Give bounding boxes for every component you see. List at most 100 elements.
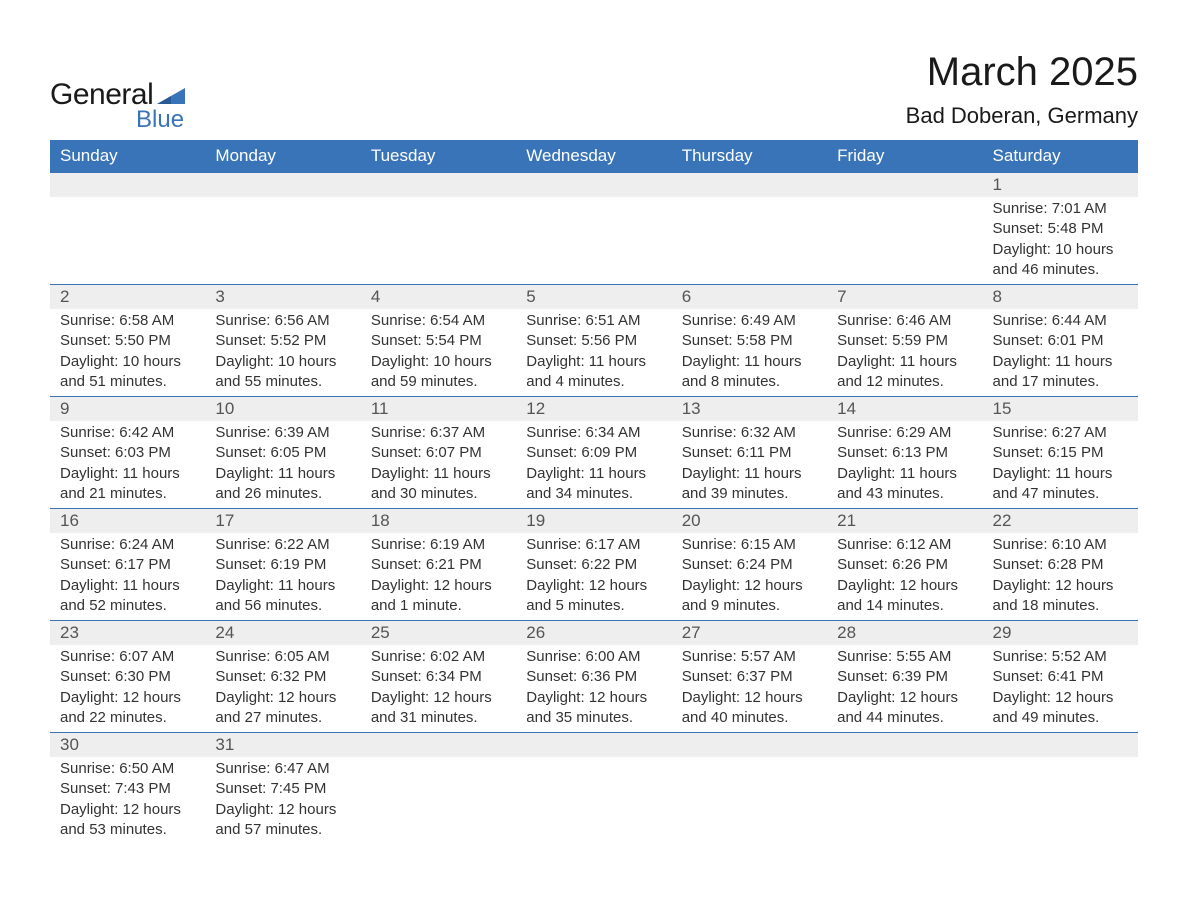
sunrise-value: 6:22 AM [275, 536, 330, 553]
daylight-line: Daylight: 12 hours and 35 minutes. [526, 688, 661, 729]
sunrise-value: 6:56 AM [275, 312, 330, 329]
sunset-label: Sunset: [371, 556, 426, 573]
sunset-line: Sunset: 6:19 PM [215, 555, 350, 575]
day-data-cell [361, 197, 516, 285]
sunset-value: 6:26 PM [892, 556, 948, 573]
sunrise-label: Sunrise: [215, 536, 274, 553]
sunrise-label: Sunrise: [371, 312, 430, 329]
sunrise-label: Sunrise: [526, 312, 585, 329]
day-data-cell: Sunrise: 6:37 AMSunset: 6:07 PMDaylight:… [361, 421, 516, 509]
day-number: 4 [361, 285, 516, 309]
daylight-line: Daylight: 11 hours and 8 minutes. [682, 352, 817, 393]
sunset-value: 6:41 PM [1048, 668, 1104, 685]
calendar-data-row: Sunrise: 6:50 AMSunset: 7:43 PMDaylight:… [50, 757, 1138, 844]
daylight-label: Daylight: [993, 577, 1056, 594]
weekday-header: Sunday [50, 140, 205, 173]
day-data-cell: Sunrise: 6:10 AMSunset: 6:28 PMDaylight:… [983, 533, 1138, 621]
sunrise-value: 6:47 AM [275, 760, 330, 777]
sunset-value: 7:45 PM [270, 780, 326, 797]
day-number-cell: 14 [827, 397, 982, 422]
sunset-value: 6:32 PM [270, 668, 326, 685]
daylight-line: Daylight: 11 hours and 56 minutes. [215, 576, 350, 617]
sunset-value: 6:01 PM [1048, 332, 1104, 349]
sunset-label: Sunset: [993, 444, 1048, 461]
brand-logo: General Blue [50, 50, 185, 134]
daylight-label: Daylight: [993, 241, 1056, 258]
sunrise-value: 6:10 AM [1052, 536, 1107, 553]
day-number-cell: 18 [361, 509, 516, 534]
daylight-line: Daylight: 12 hours and 27 minutes. [215, 688, 350, 729]
day-number: 11 [361, 397, 516, 421]
day-number-cell: 8 [983, 285, 1138, 310]
daylight-label: Daylight: [215, 801, 278, 818]
sunrise-value: 5:57 AM [741, 648, 796, 665]
sunset-label: Sunset: [526, 444, 581, 461]
day-number-cell: 9 [50, 397, 205, 422]
calendar-data-row: Sunrise: 6:58 AMSunset: 5:50 PMDaylight:… [50, 309, 1138, 397]
day-number: 3 [205, 285, 360, 309]
sunset-value: 7:43 PM [115, 780, 171, 797]
sunset-label: Sunset: [837, 556, 892, 573]
day-number: 30 [50, 733, 205, 757]
sunset-label: Sunset: [993, 220, 1048, 237]
daylight-label: Daylight: [682, 353, 745, 370]
day-number-cell: 3 [205, 285, 360, 310]
day-number: 19 [516, 509, 671, 533]
sunset-value: 5:58 PM [737, 332, 793, 349]
day-data-cell: Sunrise: 6:50 AMSunset: 7:43 PMDaylight:… [50, 757, 205, 844]
page-title: March 2025 [906, 50, 1138, 95]
sunrise-label: Sunrise: [371, 424, 430, 441]
daylight-label: Daylight: [60, 689, 123, 706]
day-data-cell: Sunrise: 6:24 AMSunset: 6:17 PMDaylight:… [50, 533, 205, 621]
day-number-cell: 5 [516, 285, 671, 310]
day-data-cell: Sunrise: 6:15 AMSunset: 6:24 PMDaylight:… [672, 533, 827, 621]
sunrise-line: Sunrise: 6:15 AM [682, 535, 817, 555]
day-number: 7 [827, 285, 982, 309]
sunset-line: Sunset: 6:28 PM [993, 555, 1128, 575]
day-data-cell: Sunrise: 6:39 AMSunset: 6:05 PMDaylight:… [205, 421, 360, 509]
sunset-label: Sunset: [682, 556, 737, 573]
day-data-cell: Sunrise: 6:54 AMSunset: 5:54 PMDaylight:… [361, 309, 516, 397]
calendar-daynum-row: 16171819202122 [50, 509, 1138, 534]
sunrise-value: 6:15 AM [741, 536, 796, 553]
title-block: March 2025 Bad Doberan, Germany [906, 50, 1138, 129]
sunrise-label: Sunrise: [60, 760, 119, 777]
day-data-cell: Sunrise: 6:51 AMSunset: 5:56 PMDaylight:… [516, 309, 671, 397]
daylight-line: Daylight: 11 hours and 43 minutes. [837, 464, 972, 505]
day-number-cell: 24 [205, 621, 360, 646]
weekday-header: Friday [827, 140, 982, 173]
daylight-label: Daylight: [837, 577, 900, 594]
sunrise-value: 5:52 AM [1052, 648, 1107, 665]
sunrise-label: Sunrise: [993, 200, 1052, 217]
sunset-label: Sunset: [215, 780, 270, 797]
sunrise-value: 6:32 AM [741, 424, 796, 441]
day-data-cell: Sunrise: 6:12 AMSunset: 6:26 PMDaylight:… [827, 533, 982, 621]
daylight-line: Daylight: 11 hours and 26 minutes. [215, 464, 350, 505]
sunrise-line: Sunrise: 6:42 AM [60, 423, 195, 443]
sunrise-value: 6:12 AM [896, 536, 951, 553]
sunset-value: 6:22 PM [581, 556, 637, 573]
sunset-label: Sunset: [526, 332, 581, 349]
day-number-cell [516, 173, 671, 198]
calendar-daynum-row: 23242526272829 [50, 621, 1138, 646]
day-number-cell: 1 [983, 173, 1138, 198]
daylight-label: Daylight: [215, 465, 278, 482]
daylight-line: Daylight: 12 hours and 22 minutes. [60, 688, 195, 729]
daylight-line: Daylight: 12 hours and 57 minutes. [215, 800, 350, 841]
sunrise-line: Sunrise: 7:01 AM [993, 199, 1128, 219]
weekday-header: Saturday [983, 140, 1138, 173]
sunrise-label: Sunrise: [215, 424, 274, 441]
daylight-line: Daylight: 12 hours and 44 minutes. [837, 688, 972, 729]
sunset-line: Sunset: 6:39 PM [837, 667, 972, 687]
day-number-cell: 13 [672, 397, 827, 422]
sunrise-label: Sunrise: [682, 648, 741, 665]
sunset-line: Sunset: 5:59 PM [837, 331, 972, 351]
sunrise-label: Sunrise: [993, 424, 1052, 441]
sunrise-value: 6:07 AM [119, 648, 174, 665]
day-number-cell: 23 [50, 621, 205, 646]
day-data-cell: Sunrise: 5:52 AMSunset: 6:41 PMDaylight:… [983, 645, 1138, 733]
sunrise-line: Sunrise: 5:55 AM [837, 647, 972, 667]
day-number: 16 [50, 509, 205, 533]
sunset-line: Sunset: 6:05 PM [215, 443, 350, 463]
day-data-cell [50, 197, 205, 285]
